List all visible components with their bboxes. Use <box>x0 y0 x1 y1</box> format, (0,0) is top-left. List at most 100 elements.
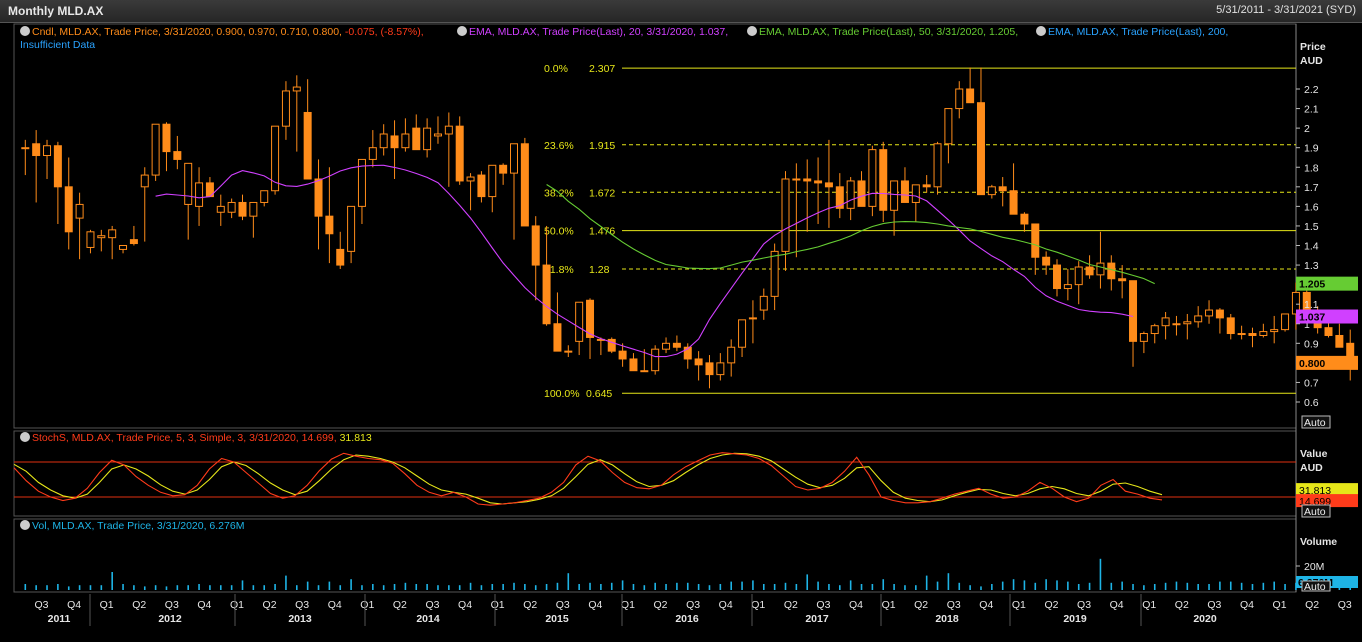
price-tick-label: 1.1 <box>1304 299 1319 311</box>
fib-level-label: 50.0% <box>544 226 574 238</box>
price-tick-label: 2 <box>1304 123 1310 135</box>
legend-ema200: EMA, MLD.AX, Trade Price(Last), 200, <box>1048 26 1228 38</box>
year-label: 2011 <box>48 613 71 625</box>
legend-clock-icon[interactable] <box>747 26 757 36</box>
price-legend: Cndl, MLD.AX, Trade Price, 3/31/2020, 0.… <box>20 26 1228 51</box>
last-value-label: 1.037 <box>1299 312 1325 324</box>
legend-clock-icon[interactable] <box>1036 26 1046 36</box>
candle-body <box>922 184 931 188</box>
candle-body <box>357 158 366 207</box>
price-tick-label: 1.9 <box>1304 143 1319 155</box>
candle-body <box>1172 323 1181 326</box>
quarter-label: Q2 <box>1175 599 1189 611</box>
volume-series <box>24 558 1352 590</box>
price-tick-label: 0.6 <box>1304 397 1319 409</box>
candle-body <box>314 178 323 217</box>
candle-body <box>1215 309 1224 319</box>
value-axis-unit: AUD <box>1300 462 1323 474</box>
legend-clock-icon[interactable] <box>20 432 30 442</box>
quarter-label: Q2 <box>784 599 798 611</box>
candle-body <box>1248 333 1257 336</box>
price-tick-label: 2.1 <box>1304 104 1319 116</box>
candle-body <box>683 346 692 360</box>
candle-body <box>1042 256 1051 266</box>
candle-body <box>955 88 964 110</box>
window-title: Monthly MLD.AX <box>8 4 104 18</box>
candle-body <box>998 186 1007 192</box>
legend-clock-icon[interactable] <box>457 26 467 36</box>
quarter-label: Q4 <box>197 599 211 611</box>
candle-body <box>466 176 475 182</box>
candle-body <box>672 342 681 348</box>
candle-body <box>1291 291 1300 315</box>
candle-body <box>1270 329 1279 333</box>
candle-body <box>933 143 942 188</box>
price-tick-label: 1.4 <box>1304 241 1319 253</box>
quarter-label: Q4 <box>67 599 81 611</box>
price-auto-button[interactable]: Auto <box>1301 415 1331 429</box>
candle-body <box>553 323 562 352</box>
quarter-label: Q2 <box>523 599 537 611</box>
candle-body <box>792 178 801 181</box>
candle-body <box>336 248 345 266</box>
quarter-label: Q4 <box>719 599 733 611</box>
quarter-label: Q1 <box>1012 599 1026 611</box>
legend-stoch-d: 31.813 <box>340 432 372 444</box>
candle-body <box>738 319 747 348</box>
stoch-k-last-box <box>1296 494 1358 508</box>
price-axis-title: Price <box>1300 41 1326 53</box>
candle-body <box>1237 333 1246 336</box>
legend-ema50: EMA, MLD.AX, Trade Price(Last), 50, 3/31… <box>759 26 1018 38</box>
fib-price-label: 2.307 <box>589 63 615 75</box>
panel-frames <box>13 23 1297 593</box>
candle-body <box>423 127 432 151</box>
volume-auto-button[interactable]: Auto <box>1301 580 1331 593</box>
quarter-label: Q3 <box>686 599 700 611</box>
date-range: 5/31/2011 - 3/31/2021 (SYD) <box>1216 4 1356 16</box>
price-tick-label: 1 <box>1304 319 1310 331</box>
candle-body <box>520 143 529 227</box>
price-tick-label: 0.9 <box>1304 338 1319 350</box>
candle-body <box>195 182 204 207</box>
candle-body <box>803 178 812 182</box>
candle-body <box>987 186 996 196</box>
quarter-label: Q4 <box>328 599 342 611</box>
candle-body <box>1020 213 1029 225</box>
candle-body <box>1259 331 1268 336</box>
candle-body <box>433 133 442 137</box>
quarter-label: Q1 <box>751 599 765 611</box>
price-tick-label: 1.8 <box>1304 162 1319 174</box>
candle-body <box>1129 280 1138 342</box>
candle-body <box>890 180 899 211</box>
volume-axis-title: Volume <box>1300 536 1337 548</box>
quarter-label: Q4 <box>849 599 863 611</box>
fib-price-label: 1.672 <box>589 187 615 199</box>
stoch-auto-button[interactable]: Auto <box>1301 504 1331 518</box>
quarter-label: Q1 <box>621 599 635 611</box>
candle-body <box>162 123 171 153</box>
candle-body <box>1226 317 1235 335</box>
legend-ema200-note: Insufficient Data <box>20 39 95 51</box>
quarter-label: Q2 <box>654 599 668 611</box>
candle-body <box>379 133 388 149</box>
candle-body <box>976 102 985 196</box>
candle-body <box>846 180 855 209</box>
quarter-label: Q1 <box>360 599 374 611</box>
price-tick-label: 2.2 <box>1304 84 1319 96</box>
legend-clock-icon[interactable] <box>20 520 30 530</box>
legend-clock-icon[interactable] <box>20 26 30 36</box>
price-axis-unit: AUD <box>1300 55 1323 67</box>
last-value-box <box>1296 309 1358 324</box>
candle-body <box>1335 334 1344 348</box>
candle-body <box>260 190 269 203</box>
quarter-label: Q2 <box>1044 599 1058 611</box>
candlestick-series <box>21 67 1355 389</box>
ema50-line <box>546 184 1155 285</box>
quarter-label: Q1 <box>100 599 114 611</box>
quarter-label: Q4 <box>1240 599 1254 611</box>
candle-body <box>1009 190 1018 215</box>
candle-body <box>444 125 453 135</box>
fib-level-label: 0.0% <box>544 63 568 75</box>
stoch-d-line <box>13 452 1163 505</box>
candle-body <box>662 342 671 350</box>
